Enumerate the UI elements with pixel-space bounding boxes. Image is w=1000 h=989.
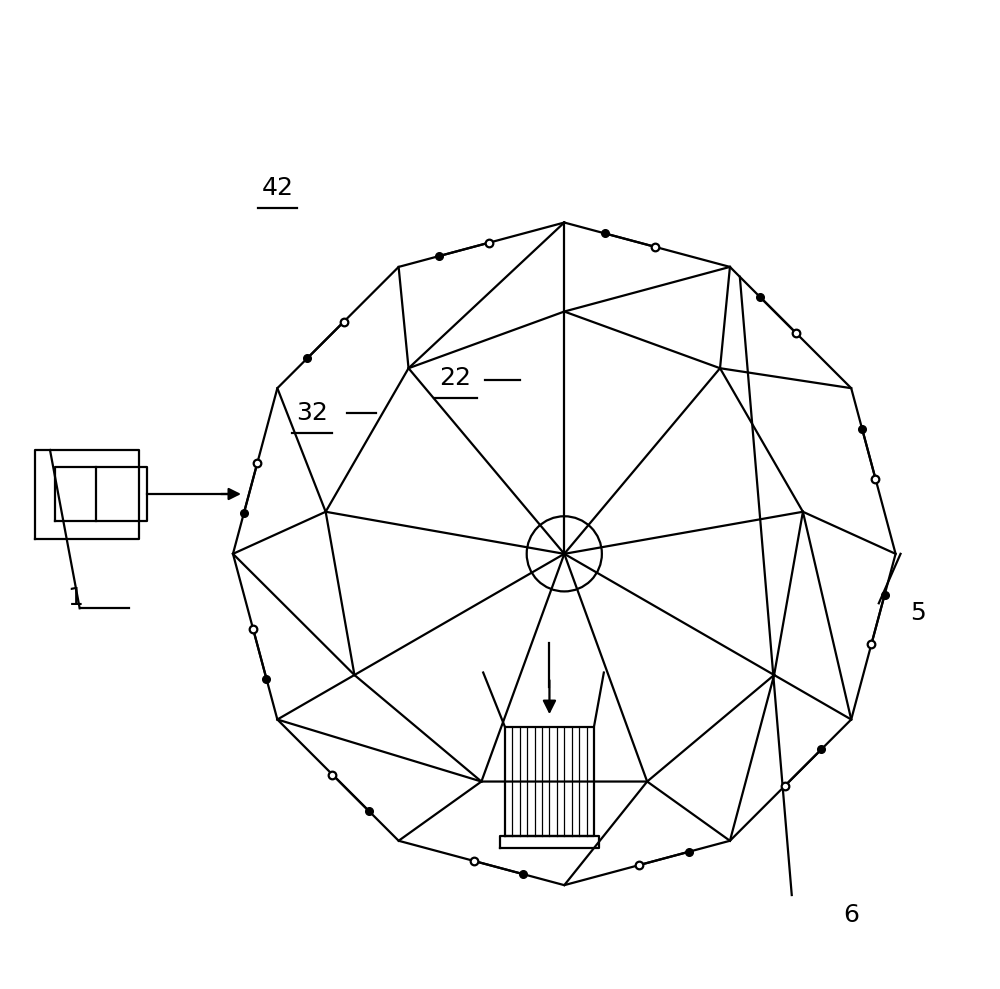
Text: 5: 5	[910, 601, 926, 625]
Text: 22: 22	[439, 366, 471, 390]
Text: 6: 6	[843, 903, 859, 927]
Text: 32: 32	[296, 402, 328, 425]
Text: 1: 1	[67, 586, 83, 610]
Text: 42: 42	[261, 176, 293, 200]
